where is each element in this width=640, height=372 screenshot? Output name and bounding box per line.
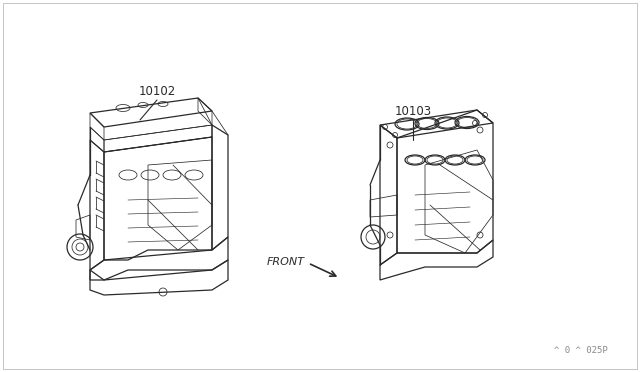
Text: FRONT: FRONT (267, 257, 305, 267)
Text: ^ 0 ^ 025P: ^ 0 ^ 025P (554, 346, 608, 355)
Text: 10102: 10102 (138, 85, 175, 98)
Text: 10103: 10103 (394, 105, 431, 118)
